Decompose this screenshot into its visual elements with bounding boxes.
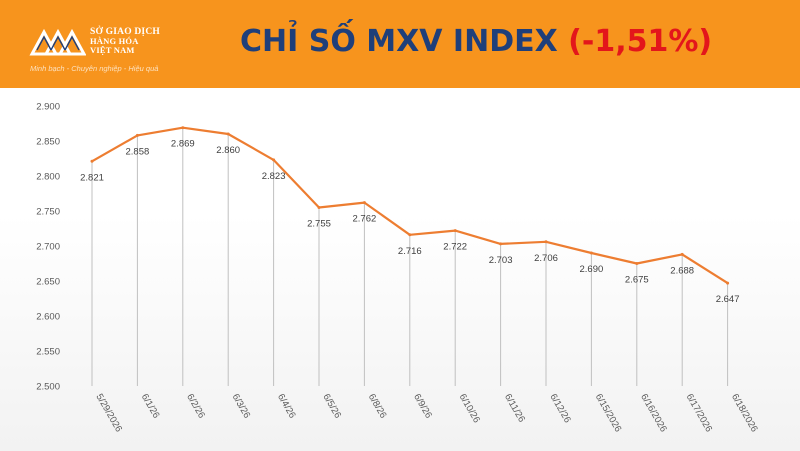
data-label: 2.722 bbox=[443, 242, 467, 253]
x-tick-label: 6/9/26 bbox=[411, 392, 434, 420]
y-tick-label: 2.600 bbox=[36, 312, 60, 323]
data-label: 2.703 bbox=[489, 255, 513, 266]
x-tick-label: 6/12/26 bbox=[547, 392, 572, 425]
data-point bbox=[408, 233, 412, 237]
data-label: 2.688 bbox=[670, 265, 694, 276]
logo-name: SỞ GIAO DỊCH HÀNG HÓA VIỆT NAM bbox=[90, 27, 200, 55]
logo-mark-icon bbox=[29, 28, 86, 56]
data-point bbox=[135, 133, 139, 137]
x-tick-label: 6/1/26 bbox=[139, 392, 162, 420]
x-tick-label: 6/8/26 bbox=[366, 392, 389, 420]
data-point bbox=[499, 242, 503, 246]
data-label: 2.869 bbox=[171, 139, 195, 150]
y-tick-label: 2.650 bbox=[36, 277, 60, 288]
data-point bbox=[317, 206, 321, 209]
y-tick-label: 2.800 bbox=[36, 172, 60, 183]
y-tick-label: 2.500 bbox=[36, 382, 60, 393]
chart-area: 2.900 2.850 2.800 2.750 2.700 2.650 2.600 2.550… bbox=[0, 88, 800, 451]
data-point bbox=[181, 126, 185, 130]
data-label: 2.821 bbox=[80, 172, 104, 183]
data-label: 2.716 bbox=[398, 246, 422, 257]
logo-name-line1: SỞ GIAO DỊCH bbox=[90, 27, 160, 37]
data-point bbox=[680, 252, 684, 256]
x-tick-label: 6/10/26 bbox=[457, 392, 482, 425]
header-banner: SỞ GIAO DỊCH HÀNG HÓA VIỆT NAM Minh bạch… bbox=[0, 0, 800, 88]
logo-name-line3: VIỆT NAM bbox=[90, 45, 135, 55]
logo-tagline: Minh bạch - Chuyên nghiệp - Hiệu quả bbox=[30, 64, 159, 73]
data-label: 2.690 bbox=[580, 264, 604, 275]
y-tick-label: 2.750 bbox=[36, 207, 60, 218]
x-tick-label: 6/5/26 bbox=[320, 392, 343, 420]
data-point bbox=[272, 158, 276, 162]
mxv-logo[interactable]: SỞ GIAO DỊCH HÀNG HÓA VIỆT NAM Minh bạch… bbox=[28, 22, 198, 78]
data-point bbox=[635, 262, 639, 265]
data-point bbox=[544, 240, 548, 244]
data-point bbox=[90, 159, 94, 163]
page-title: CHỈ SỐ MXV INDEX (-1,51%) bbox=[240, 20, 760, 64]
data-point bbox=[362, 201, 366, 205]
data-label: 2.858 bbox=[126, 146, 150, 157]
data-point bbox=[726, 281, 730, 285]
data-label: 2.762 bbox=[353, 214, 377, 225]
x-tick-label: 6/3/26 bbox=[230, 392, 253, 420]
logo-name-line2: HÀNG HÓA bbox=[90, 36, 139, 46]
title-change: (-1,51%) bbox=[568, 24, 713, 59]
data-label: 2.755 bbox=[307, 219, 331, 230]
x-tick-label: 5/29/2026 bbox=[93, 392, 124, 434]
title-main: CHỈ SỐ MXV INDEX bbox=[240, 24, 569, 59]
data-point bbox=[453, 229, 457, 233]
data-label: 2.860 bbox=[216, 145, 240, 156]
x-tick-label: 6/11/26 bbox=[502, 392, 527, 424]
data-label: 2.647 bbox=[716, 294, 740, 305]
y-tick-label: 2.550 bbox=[36, 347, 60, 358]
y-tick-label: 2.850 bbox=[36, 137, 60, 148]
x-tick-label: 6/16/2026 bbox=[638, 392, 669, 434]
data-label: 2.675 bbox=[625, 275, 649, 286]
data-point bbox=[589, 251, 593, 255]
x-tick-label: 6/4/26 bbox=[275, 392, 298, 420]
y-tick-label: 2.900 bbox=[36, 102, 60, 113]
line-chart: 2.900 2.850 2.800 2.750 2.700 2.650 2.600 2.550… bbox=[36, 102, 760, 435]
x-tick-label: 6/18/2026 bbox=[729, 392, 760, 434]
data-label: 2.706 bbox=[534, 253, 558, 264]
data-point bbox=[226, 132, 230, 136]
y-tick-label: 2.700 bbox=[36, 242, 60, 253]
x-tick-label: 6/17/2026 bbox=[684, 392, 715, 434]
x-tick-label: 6/15/2026 bbox=[593, 392, 624, 434]
data-label: 2.823 bbox=[262, 171, 286, 182]
x-tick-label: 6/2/26 bbox=[184, 392, 207, 420]
